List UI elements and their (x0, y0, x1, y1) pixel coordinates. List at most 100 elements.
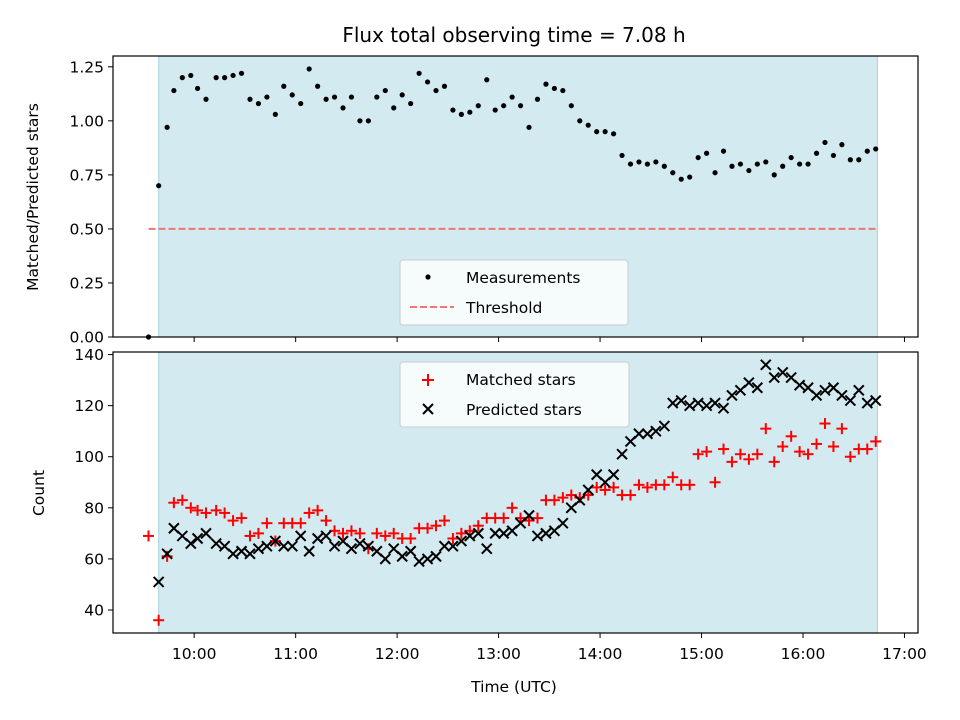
matched-stars-point (210, 504, 222, 516)
measurement-point (619, 152, 625, 159)
predicted-stars-point (311, 532, 324, 545)
x-tick-label: 10:00 (172, 645, 217, 663)
matched-stars-point (734, 448, 746, 460)
predicted-stars-point (421, 553, 434, 565)
measurement-point (509, 94, 515, 100)
matched-stars-point (870, 435, 882, 447)
measurement-point (636, 159, 642, 165)
predicted-stars-point (776, 366, 789, 379)
matched-stars-point (531, 512, 543, 524)
predicted-stars-point (362, 540, 375, 552)
predicted-stars-point (430, 550, 442, 563)
predicted-stars-point (751, 382, 764, 394)
predicted-stars-point (709, 397, 721, 409)
predicted-stars-point (227, 548, 239, 560)
predicted-stars-point (523, 509, 535, 522)
matched-stars-point (455, 527, 467, 539)
predicted-stars-point (633, 428, 645, 440)
predicted-stars-point (743, 376, 755, 389)
measurement-point (424, 79, 431, 85)
y-tick-label: 0.00 (69, 329, 104, 347)
predicted-stars-point (582, 484, 594, 496)
predicted-stars-point (574, 494, 586, 506)
matched-stars-point (337, 527, 349, 539)
measurement-point (391, 105, 397, 111)
predicted-stars-point (286, 540, 298, 552)
matched-stars-point (802, 448, 814, 460)
measurement-point (365, 118, 371, 124)
measurement-point (653, 159, 659, 165)
matched-stars-point (498, 512, 510, 524)
matched-stars-point (379, 530, 391, 542)
predicted-stars-point (853, 384, 865, 397)
measurement-point (357, 118, 363, 124)
legend-top: Measurements Threshold (399, 259, 629, 326)
predicted-stars-point (278, 540, 290, 552)
predicted-stars-point (303, 545, 315, 557)
matched-stars-point (684, 479, 696, 491)
predicted-stars-point (844, 394, 857, 407)
matched-stars-point (667, 471, 679, 483)
matched-stars-point (320, 515, 332, 527)
y-tick-label: 80 (84, 499, 104, 517)
y-tick-label: 1.00 (69, 112, 104, 130)
measurement-point (602, 129, 608, 135)
measurement-point (213, 75, 219, 81)
matched-stars-point (219, 507, 231, 519)
measurement-point (847, 157, 853, 163)
predicted-stars-point (404, 545, 417, 557)
measurement-point (323, 96, 329, 102)
predicted-stars-point (717, 402, 730, 414)
measurement-point (856, 157, 862, 163)
x-tick-label: 12:00 (375, 645, 420, 663)
predicted-stars-point (438, 540, 451, 552)
matched-stars-point (464, 525, 476, 537)
measurement-point (678, 176, 684, 182)
legend-bottom: Matched stars Predicted stars (399, 361, 630, 428)
measurement-point (712, 170, 718, 176)
y-tick-label: 0.25 (69, 274, 104, 292)
measurement-point (577, 118, 583, 124)
matched-stars-point (701, 446, 713, 458)
top-axes-frame (112, 55, 919, 338)
measurement-point (450, 107, 456, 113)
matched-stars-point (726, 456, 738, 468)
predicted-stars-point (607, 468, 620, 481)
y-tick-label: 1.25 (69, 58, 104, 76)
top-y-axis-label: Matched/Predicted stars (24, 103, 42, 291)
predicted-stars-point (152, 576, 165, 588)
predicted-stars-point (700, 399, 713, 412)
matched-stars-point (743, 453, 755, 465)
legend-measurements-marker (425, 274, 431, 280)
legend-measurements-label: Measurements (466, 269, 581, 287)
matched-stars-point (751, 448, 763, 460)
measurement-point (399, 92, 405, 98)
measurement-point (179, 75, 185, 81)
measurement-point (315, 83, 321, 89)
predicted-stars-point (667, 397, 679, 409)
matched-stars-point (794, 446, 806, 458)
predicted-stars-point (481, 542, 493, 555)
measurement-point (441, 83, 448, 89)
measurement-point (797, 161, 803, 167)
y-tick-label: 0.50 (69, 220, 104, 238)
measurement-point (830, 152, 837, 159)
measurement-point (374, 94, 380, 100)
measurement-point (238, 70, 245, 76)
predicted-stars-point (235, 545, 248, 557)
predicted-stars-point (793, 379, 806, 391)
predicted-stars-point (650, 425, 662, 437)
measurement-point (534, 96, 541, 102)
measurement-point (670, 170, 676, 176)
matched-stars-point (625, 489, 636, 501)
matched-stars-point (633, 479, 645, 491)
predicted-stars-point (675, 394, 687, 407)
matched-stars-point (768, 456, 780, 468)
bottom-y-axis-label: Count (30, 470, 48, 516)
predicted-stars-point (810, 389, 823, 402)
measurement-point (194, 85, 201, 92)
predicted-stars-point (464, 530, 476, 542)
measurement-point (340, 105, 346, 111)
predicted-stars-point (870, 394, 882, 407)
legend-matched-marker (422, 374, 434, 386)
